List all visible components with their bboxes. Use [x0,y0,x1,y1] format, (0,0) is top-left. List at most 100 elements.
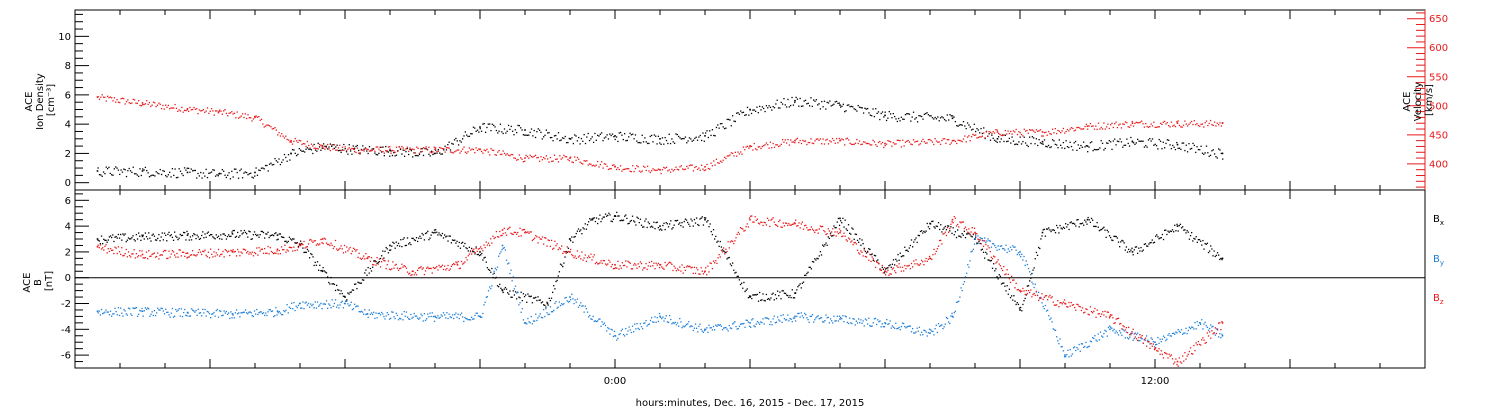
by-point [1124,337,1126,339]
bx-point [1051,229,1053,231]
density-point [448,141,450,143]
by-point [257,313,259,316]
density-point [765,105,768,107]
density-point [348,144,350,146]
bz-point [725,248,727,250]
bz-point [621,262,624,264]
bx-point [340,290,342,292]
bx-point [906,249,908,251]
bz-point [338,248,340,251]
bz-point [232,249,234,251]
by-point [442,312,445,314]
by-point [847,322,850,325]
bz-point [1113,322,1115,325]
velocity-point [692,170,695,172]
velocity-point [1101,128,1104,130]
bx-point [1131,247,1133,249]
by-point [900,325,903,328]
velocity-point [514,157,516,160]
bx-point [648,222,651,225]
velocity-point [1181,126,1183,128]
bx-point [469,250,472,252]
bz-point [538,236,540,238]
density-point [125,175,128,178]
density-point [1026,144,1028,146]
by-point [951,312,953,315]
by-point [636,323,638,325]
density-point [910,120,912,122]
density-point [1045,145,1047,148]
density-point [109,172,111,175]
density-point [123,168,125,170]
bz-point [162,250,165,253]
by-point [1065,355,1067,358]
density-point [486,126,488,129]
bz-point [679,266,681,268]
by-point [934,328,936,330]
density-point [808,105,811,107]
by-point [121,312,123,314]
density-point [903,118,905,120]
bx-point [800,287,802,289]
bx-point [1209,250,1211,252]
bx-point [574,235,576,238]
bz-point [1186,355,1188,357]
bz-point [485,241,487,243]
bx-point [629,220,631,223]
bx-point [286,241,288,244]
velocity-point [382,150,384,153]
velocity-point [294,138,296,140]
bz-point [809,228,811,231]
density-point [931,117,934,119]
bx-point [1039,247,1041,250]
density-point [1077,144,1079,146]
by-point [357,305,359,307]
density-point [637,141,639,144]
by-point [1078,343,1080,346]
bx-point [1076,219,1078,221]
bz-point [438,264,440,267]
density-point [1015,143,1017,145]
bz-point [755,219,757,221]
bz-point [360,258,363,260]
density-point [825,108,827,110]
bx-point [432,232,435,234]
by-point [507,263,509,265]
bz-point [214,255,216,257]
density-point [1169,144,1171,146]
density-point [796,98,799,100]
density-point [1114,138,1116,140]
by-point [873,318,876,320]
bz-point [586,257,589,259]
by-point [927,332,930,334]
velocity-point [787,139,789,141]
bz-point [320,238,322,241]
bz-point [708,271,710,273]
by-point [966,272,968,274]
velocity-point [341,146,344,148]
bx-point [1111,239,1113,241]
bx-point [741,282,743,284]
bx-point [849,232,851,234]
density-point [174,168,176,170]
velocity-point [399,147,402,150]
bz-point [403,264,405,267]
density-point [1189,148,1191,150]
by-point [1149,343,1151,345]
density-point [368,145,371,148]
by-point [922,334,924,336]
density-point [451,142,453,145]
density-point [1103,149,1105,151]
by-point [556,307,558,309]
velocity-point [844,144,846,146]
velocity-point [696,168,699,171]
bz-point [890,273,892,275]
bz-point [1108,317,1111,319]
by-point [397,319,400,321]
bx-point [1096,221,1098,224]
bz-point [453,263,455,265]
bz-point [298,242,301,245]
by-point [1027,267,1030,270]
bz-point [532,238,535,241]
bx-point [945,229,948,231]
